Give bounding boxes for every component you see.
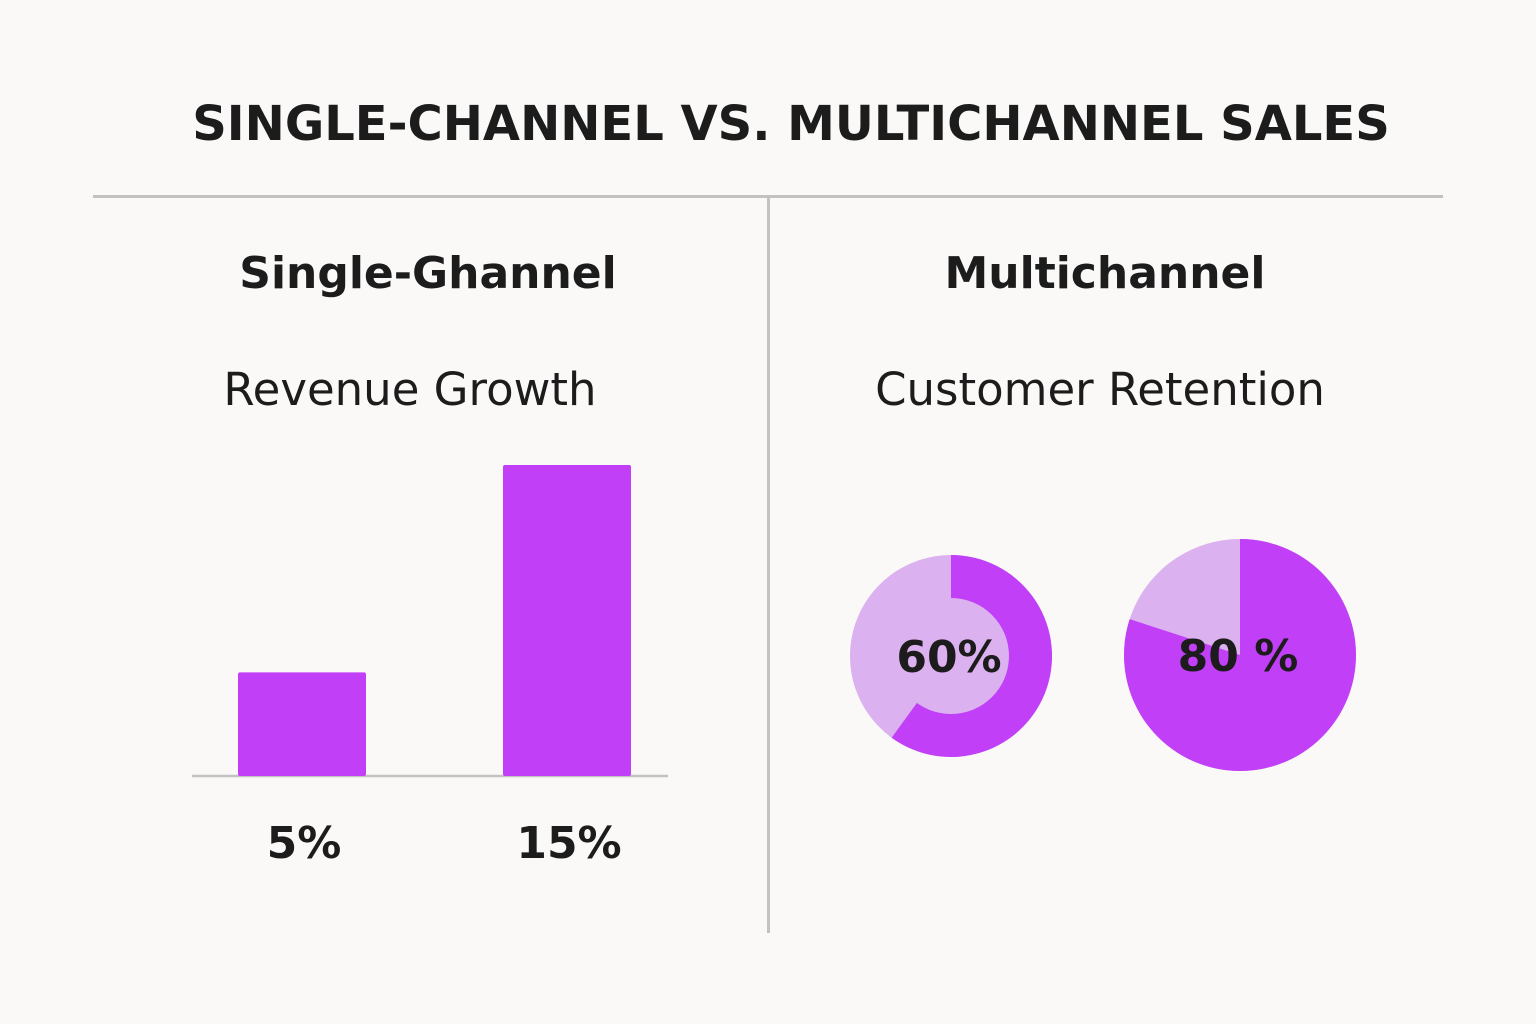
panel-divider: [767, 198, 770, 933]
bar-2: [503, 465, 631, 776]
pie-2-value-label: 80 %: [1178, 631, 1299, 682]
page-title: SINGLE-CHANNEL VS. MULTICHANNEL SALES: [192, 96, 1390, 152]
donut-1-hole: [893, 598, 1009, 714]
pie-2-value-slice: [1124, 539, 1357, 771]
bar-value-label-1: 5%: [267, 818, 342, 869]
title-divider: [93, 195, 1443, 198]
single-channel-heading: Single-Ghannel: [239, 248, 617, 299]
customer-retention-pie-charts: 60% 80 %: [850, 539, 1357, 771]
multichannel-heading: Multichannel: [944, 248, 1266, 299]
revenue-growth-bar-chart: 5% 15%: [192, 465, 668, 869]
bar-value-label-2: 15%: [516, 818, 621, 869]
customer-retention-title: Customer Retention: [875, 363, 1325, 416]
donut-1-value-label: 60%: [896, 632, 1001, 683]
revenue-growth-title: Revenue Growth: [223, 363, 597, 416]
bar-1: [238, 672, 366, 776]
